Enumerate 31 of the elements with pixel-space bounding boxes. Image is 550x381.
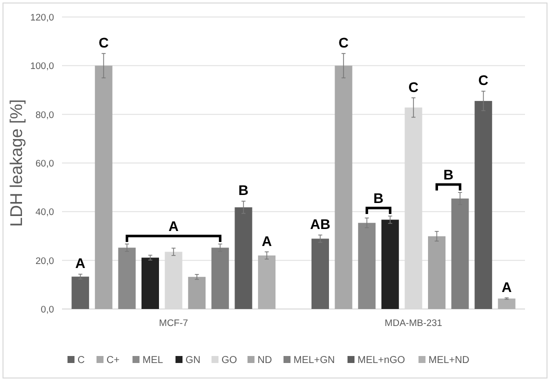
data-label: A xyxy=(502,278,512,295)
annotation: B xyxy=(373,190,384,206)
x-tick-label: MDA-MB-231 xyxy=(384,318,442,329)
legend-label: MEL+ND xyxy=(428,355,470,366)
legend-label: C xyxy=(78,355,85,366)
data-label: AB xyxy=(310,216,330,232)
data-label: C xyxy=(478,72,488,88)
legend-label: GO xyxy=(222,355,238,366)
legend-label: GN xyxy=(186,355,200,366)
y-tick-label: 40,0 xyxy=(36,207,54,218)
y-tick-label: 120,0 xyxy=(30,12,54,24)
legend-label: MEL xyxy=(142,355,164,366)
data-label: C xyxy=(98,34,109,50)
annotation: A xyxy=(168,218,179,234)
legend-label: C+ xyxy=(106,355,120,366)
y-axis-title: LDH leakage [%] xyxy=(7,99,26,227)
y-tick-label: 100,0 xyxy=(30,61,54,72)
y-tick-label: 20,0 xyxy=(36,256,54,267)
annotation: B xyxy=(443,166,454,182)
data-label: C xyxy=(408,78,419,95)
x-tick-label: MCF-7 xyxy=(159,318,188,329)
legend-label: MEL+nGO xyxy=(358,355,406,366)
y-tick-label: 60,0 xyxy=(36,158,54,170)
data-label: A xyxy=(75,255,86,272)
data-label: C xyxy=(338,34,349,50)
legend-label: MEL+GN xyxy=(294,355,335,366)
legend-label: ND xyxy=(258,355,272,366)
data-label: B xyxy=(238,182,249,198)
y-tick-label: 80,0 xyxy=(36,110,54,121)
data-label: A xyxy=(262,232,272,249)
y-tick-label: 0,0 xyxy=(40,304,54,316)
